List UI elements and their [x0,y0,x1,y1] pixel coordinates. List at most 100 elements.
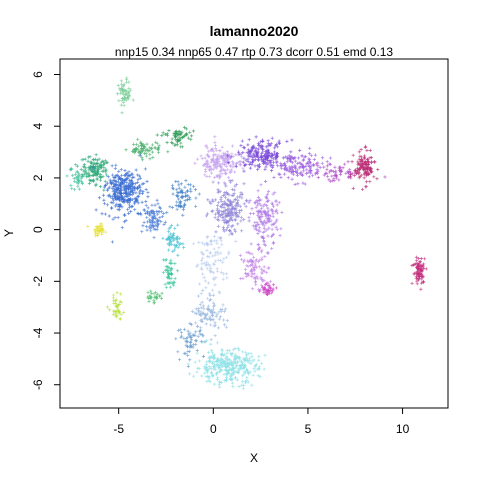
scatter-point [176,180,180,184]
scatter-point [155,219,159,223]
scatter-point [240,229,244,233]
scatter-point [220,368,224,372]
scatter-point [124,218,128,223]
scatter-point [246,380,250,384]
scatter-point [172,231,176,236]
scatter-point [166,265,171,269]
scatter-point [235,210,239,214]
scatter-point [115,193,119,198]
scatter-point [217,246,221,250]
scatter-point [201,272,205,276]
scatter-point [416,273,421,277]
scatter-point [89,161,93,166]
scatter-point [261,279,265,283]
scatter-point [230,377,234,381]
scatter-point [203,364,207,368]
scatter-point [197,359,202,363]
scatter-point [242,169,246,173]
scatter-point [252,276,256,280]
scatter-point [412,262,416,266]
scatter-point [235,202,239,206]
scatter-point [204,286,208,290]
scatter-point [242,258,246,262]
scatter-point [100,163,104,168]
scatter-point [224,190,229,194]
scatter-point [158,206,163,210]
scatter-point [135,173,140,177]
scatter-point [149,229,153,233]
scatter-point [205,212,209,216]
scatter-point [214,146,218,151]
scatter-point [246,372,250,376]
scatter-point [225,373,229,377]
scatter-point [102,185,106,189]
scatter-point [256,231,260,236]
scatter-point [274,225,278,229]
scatter-point [122,310,126,314]
scatter-point [102,162,107,166]
scatter-point [222,272,226,276]
scatter-point [168,285,173,289]
scatter-point [346,175,351,179]
scatter-point [223,307,228,311]
scatter-point [231,165,235,169]
scatter-point [125,95,129,99]
scatter-point [238,195,242,199]
scatter-point [171,141,175,145]
scatter-point [171,283,176,287]
scatter-point [213,283,217,287]
scatter-point [271,164,275,168]
scatter-point [311,174,315,178]
scatter-point [251,373,255,377]
y-tick-label: -4 [31,327,45,338]
scatter-point [231,205,235,209]
scatter-point [122,198,126,202]
scatter-point [145,142,149,146]
scatter-point [243,267,248,271]
scatter-point [362,154,367,158]
scatter-point [173,130,178,134]
scatter-point [248,356,252,360]
scatter-point [357,157,361,161]
scatter-point [222,227,226,232]
scatter-point [308,146,312,150]
scatter-point [142,181,146,186]
scatter-point [212,161,217,165]
scatter-point [216,250,220,254]
scatter-point [101,193,105,197]
scatter-point [422,266,426,270]
scatter-point [339,168,343,172]
scatter-point [218,163,222,167]
scatter-point [101,228,105,232]
scatter-point [188,358,192,362]
scatter-point [416,264,420,268]
scatter-point [354,171,358,175]
scatter-point [111,198,116,202]
scatter-point [295,168,299,172]
scatter-point [211,180,215,184]
scatter-point [212,382,217,386]
scatter-point [247,138,251,142]
scatter-point [223,157,227,161]
scatter-point [269,219,273,223]
scatter-point [152,235,156,240]
x-tick-label: 5 [305,422,312,436]
scatter-point [124,148,128,152]
scatter-point [201,304,205,308]
scatter-point [277,141,281,145]
scatter-point [256,260,260,264]
scatter-point [204,165,208,169]
scatter-point [291,157,295,161]
scatter-point [213,334,217,338]
scatter-point [159,296,163,300]
scatter-point [260,206,264,211]
scatter-point [300,154,304,158]
scatter-point [201,256,205,260]
scatter-point [106,175,110,179]
scatter-point [260,277,264,281]
scatter-point [217,218,221,222]
scatter-point [424,267,428,271]
scatter-point [209,338,213,342]
scatter-point [172,243,176,247]
scatter-point [258,217,262,221]
